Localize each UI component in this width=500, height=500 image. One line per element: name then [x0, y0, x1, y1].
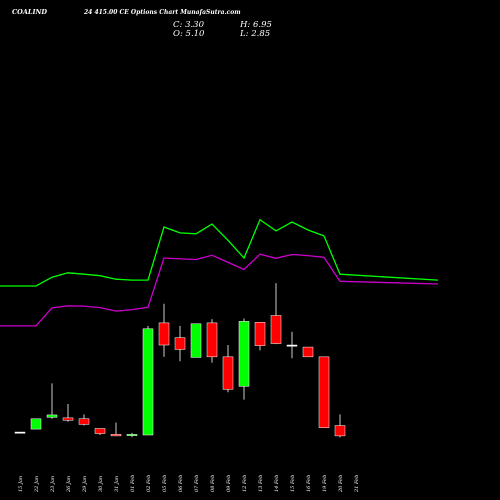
- candle-15-feb: [286, 331, 298, 359]
- candle-30-jan: [94, 428, 106, 435]
- candle-29-jan: [78, 414, 90, 426]
- candle-01-feb: [126, 432, 138, 438]
- candle-13-feb: [254, 322, 266, 351]
- x-axis-labels: 15 Jan 22 Jan 23 Jan 26 Jan 29 Jan 30 Jan 31 J…: [18, 475, 360, 493]
- candle-15-jan: [14, 431, 26, 434]
- upper-band-line: [0, 218, 439, 287]
- candle-body: [158, 322, 170, 346]
- candle-08-feb: [206, 319, 218, 363]
- candle-body: [238, 321, 250, 387]
- x-tick-label: 02 Feb: [146, 475, 152, 492]
- x-tick-label: 26 Jan: [66, 476, 72, 493]
- x-tick-label: 01 Feb: [130, 475, 136, 492]
- candle-body: [30, 418, 42, 430]
- x-tick-label: 29 Jan: [82, 476, 88, 493]
- candle-body: [254, 322, 266, 346]
- candle-09-feb: [222, 345, 234, 393]
- close-value: C: 3.30: [173, 20, 205, 30]
- x-tick-label: 05 Feb: [162, 475, 168, 492]
- candle-body: [318, 356, 330, 428]
- x-tick-label: 07 Feb: [194, 475, 200, 492]
- candle-31-jan: [110, 422, 122, 437]
- x-tick-label: 14 Feb: [274, 475, 280, 492]
- high-value: H: 6.95: [239, 20, 272, 30]
- candle-body: [46, 414, 58, 418]
- candle-body: [222, 356, 234, 390]
- x-tick-label: 30 Jan: [98, 476, 104, 492]
- x-tick-label: 08 Feb: [210, 475, 216, 492]
- x-tick-label: 16 Feb: [306, 475, 312, 492]
- candle-07-feb: [190, 323, 202, 358]
- lower-band-line: [0, 253, 439, 327]
- x-tick-label: 15 Jan: [18, 476, 24, 492]
- candle-22-jan: [30, 418, 42, 430]
- candle-body: [190, 323, 202, 358]
- low-value: L: 2.85: [239, 29, 270, 39]
- x-tick-label: 12 Feb: [242, 475, 248, 492]
- candle-body: [142, 328, 154, 436]
- candle-23-jan: [46, 383, 58, 419]
- candle-body: [14, 431, 26, 434]
- candle-body: [302, 346, 314, 358]
- candles-layer: [14, 283, 346, 438]
- candle-body: [174, 337, 186, 350]
- candle-16-feb: [302, 346, 314, 358]
- candle-body: [270, 315, 282, 344]
- candle-body: [334, 425, 346, 437]
- x-tick-label: 22 Jan: [34, 476, 40, 493]
- open-value: O: 5.10: [173, 29, 205, 39]
- candle-body: [286, 344, 298, 347]
- candle-14-feb: [270, 283, 282, 345]
- chart-title: 24 415.00 CE Options Chart MunafaSutra.c…: [83, 9, 241, 16]
- x-tick-label: 13 Feb: [258, 475, 264, 492]
- candle-12-feb: [238, 318, 250, 400]
- x-tick-label: 21 Feb: [354, 475, 360, 493]
- candle-body: [110, 434, 122, 437]
- x-tick-label: 09 Feb: [226, 475, 232, 492]
- candle-body: [126, 434, 138, 436]
- x-tick-label: 19 Feb: [322, 475, 328, 492]
- candle-body: [206, 322, 218, 358]
- x-tick-label: 15 Feb: [290, 475, 296, 492]
- candle-26-jan: [62, 404, 74, 422]
- candle-19-feb: [318, 356, 330, 428]
- candle-02-feb: [142, 325, 154, 436]
- x-tick-label: 31 Jan: [114, 476, 120, 492]
- x-tick-label: 06 Feb: [178, 475, 184, 492]
- x-tick-label: 20 Feb: [338, 475, 344, 493]
- symbol-label: COALIND: [12, 8, 47, 16]
- candle-06-feb: [174, 325, 186, 362]
- bands-layer: [0, 218, 439, 327]
- candle-body: [78, 418, 90, 425]
- candle-body: [94, 428, 106, 434]
- candle-body: [62, 417, 74, 421]
- candle-20-feb: [334, 414, 346, 438]
- x-tick-label: 23 Jan: [50, 476, 56, 493]
- candle-05-feb: [158, 303, 170, 357]
